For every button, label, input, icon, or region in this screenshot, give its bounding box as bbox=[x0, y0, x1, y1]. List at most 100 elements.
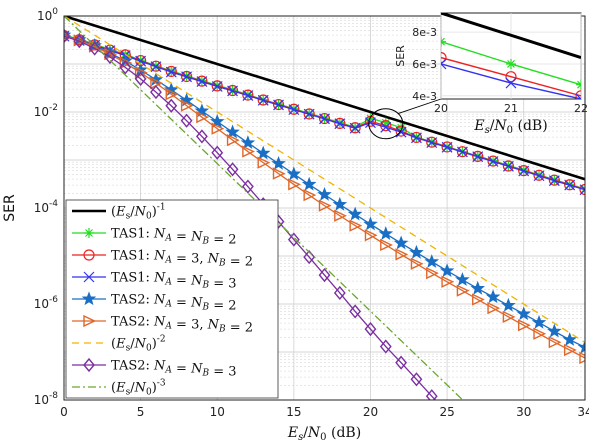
data-point bbox=[181, 70, 192, 81]
legend-label: TAS2: NA = 3, NB = 2 bbox=[111, 315, 253, 336]
data-point bbox=[333, 285, 346, 301]
data-point bbox=[288, 178, 301, 191]
legend-entry: TAS1: NA = NB = 2 bbox=[72, 227, 237, 248]
data-point bbox=[533, 169, 545, 181]
data-point bbox=[240, 135, 256, 149]
data-point bbox=[301, 176, 317, 191]
legend-entry: (Es/N0)-3 bbox=[72, 379, 166, 398]
legend-label: TAS1: NA = NB = 2 bbox=[111, 227, 237, 248]
data-point bbox=[242, 145, 256, 158]
data-point bbox=[441, 141, 453, 153]
data-point bbox=[286, 166, 302, 181]
inset-series-line bbox=[441, 13, 581, 60]
data-point bbox=[347, 206, 363, 221]
series-line bbox=[64, 16, 585, 181]
data-point bbox=[83, 249, 95, 261]
data-point bbox=[334, 209, 347, 222]
inset-series-line bbox=[441, 56, 581, 97]
data-point bbox=[579, 351, 585, 365]
data-point bbox=[410, 372, 423, 387]
data-point bbox=[502, 310, 516, 323]
inset-x-tick-label: 22 bbox=[574, 102, 588, 115]
zoom-ellipse bbox=[368, 108, 404, 140]
data-point bbox=[226, 133, 240, 147]
data-point bbox=[472, 293, 485, 306]
data-point bbox=[83, 271, 95, 283]
data-point bbox=[487, 302, 501, 315]
x-tick-label: 25 bbox=[439, 405, 454, 419]
legend-entry: TAS1: NA = 3, NB = 2 bbox=[72, 249, 253, 270]
data-point bbox=[439, 263, 455, 278]
data-point bbox=[562, 332, 577, 346]
data-point bbox=[395, 355, 408, 370]
data-point bbox=[303, 249, 316, 265]
data-point bbox=[349, 304, 362, 319]
data-point bbox=[257, 156, 271, 169]
data-point bbox=[485, 289, 501, 304]
data-point bbox=[564, 179, 576, 191]
data-point bbox=[318, 199, 332, 212]
data-point bbox=[334, 117, 346, 129]
data-point bbox=[64, 29, 70, 44]
data-point bbox=[564, 179, 576, 191]
series-6 bbox=[64, 16, 585, 343]
data-point bbox=[349, 122, 361, 134]
data-point bbox=[426, 136, 438, 148]
legend-label: TAS1: NA = NB = 3 bbox=[111, 271, 237, 292]
data-point bbox=[364, 229, 378, 242]
data-point bbox=[226, 162, 239, 177]
data-point bbox=[441, 275, 455, 288]
data-point bbox=[88, 41, 101, 56]
legend-entry: (Es/N0)-1 bbox=[72, 203, 166, 222]
y-axis-label: SER bbox=[2, 194, 18, 222]
data-point bbox=[395, 248, 409, 261]
data-point bbox=[196, 129, 208, 144]
data-point bbox=[84, 228, 94, 238]
data-point bbox=[410, 131, 423, 144]
data-point bbox=[180, 99, 194, 112]
data-point bbox=[165, 66, 177, 78]
data-point bbox=[505, 77, 517, 89]
data-point bbox=[409, 244, 424, 259]
legend-entry: TAS1: NA = NB = 3 bbox=[72, 271, 237, 292]
data-point bbox=[455, 272, 470, 286]
data-point bbox=[363, 216, 378, 231]
inset-x-tick-label: 21 bbox=[504, 102, 518, 115]
data-point bbox=[273, 99, 284, 111]
data-point bbox=[547, 323, 562, 338]
legend-entry: TAS2: NA = NB = 3 bbox=[72, 357, 237, 380]
data-point bbox=[379, 339, 392, 354]
data-point bbox=[518, 164, 529, 175]
data-point bbox=[472, 151, 484, 163]
legend-label: (Es/N0)-2 bbox=[111, 335, 166, 354]
data-point bbox=[579, 184, 585, 196]
data-point bbox=[150, 61, 162, 73]
plot-frame bbox=[63, 15, 586, 401]
data-point bbox=[165, 88, 179, 101]
data-point bbox=[487, 155, 499, 167]
data-point bbox=[364, 322, 377, 337]
inset-y-tick-label: 8e-3 bbox=[412, 26, 437, 39]
data-point bbox=[83, 314, 97, 328]
data-point bbox=[81, 291, 97, 306]
data-point bbox=[349, 122, 361, 134]
data-point bbox=[209, 113, 225, 128]
data-point bbox=[288, 103, 300, 115]
data-point bbox=[548, 175, 560, 187]
data-point bbox=[83, 357, 95, 373]
legend-label: (Es/N0)-1 bbox=[111, 203, 166, 222]
data-point bbox=[194, 103, 210, 118]
data-point bbox=[317, 186, 332, 201]
data-point bbox=[456, 146, 468, 158]
inset-x-label: Es/N0 (dB) bbox=[473, 118, 547, 136]
data-point bbox=[196, 111, 210, 124]
data-point bbox=[365, 117, 376, 129]
data-point bbox=[531, 314, 547, 329]
data-point bbox=[180, 70, 193, 83]
data-point bbox=[332, 196, 348, 211]
data-point bbox=[472, 150, 484, 162]
data-point bbox=[441, 51, 447, 64]
data-point bbox=[575, 90, 581, 99]
data-point bbox=[119, 60, 132, 75]
inset-series bbox=[441, 13, 581, 99]
